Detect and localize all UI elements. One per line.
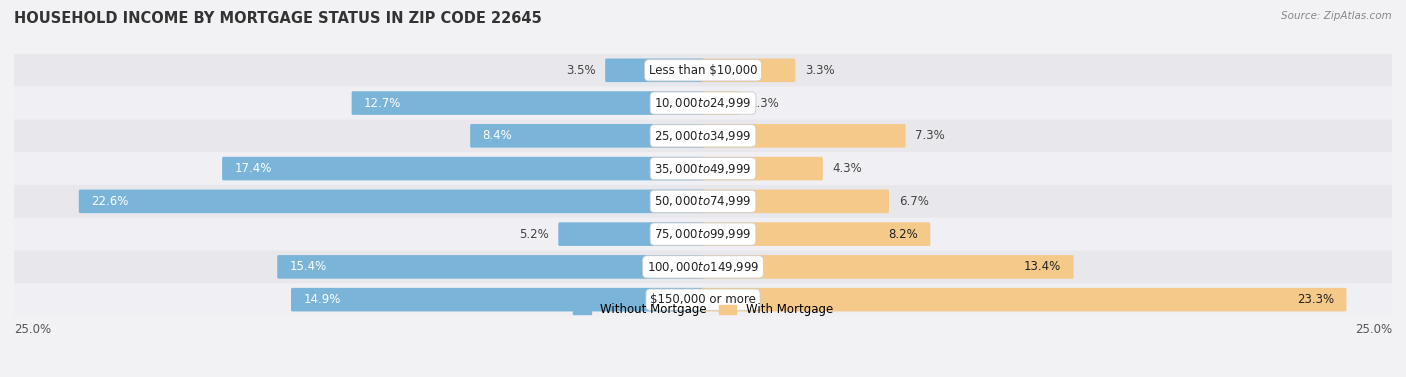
Text: HOUSEHOLD INCOME BY MORTGAGE STATUS IN ZIP CODE 22645: HOUSEHOLD INCOME BY MORTGAGE STATUS IN Z… [14,11,541,26]
FancyBboxPatch shape [702,255,1074,279]
Text: 13.4%: 13.4% [1024,261,1062,273]
FancyBboxPatch shape [222,157,704,180]
Text: $150,000 or more: $150,000 or more [650,293,756,306]
FancyBboxPatch shape [702,58,796,82]
FancyBboxPatch shape [702,190,889,213]
Text: 23.3%: 23.3% [1296,293,1334,306]
Text: 8.2%: 8.2% [889,228,918,241]
Text: 6.7%: 6.7% [898,195,928,208]
Text: 15.4%: 15.4% [290,261,326,273]
Text: $10,000 to $24,999: $10,000 to $24,999 [654,96,752,110]
Text: $25,000 to $34,999: $25,000 to $34,999 [654,129,752,143]
FancyBboxPatch shape [702,288,1347,311]
Text: $50,000 to $74,999: $50,000 to $74,999 [654,195,752,208]
FancyBboxPatch shape [291,288,704,311]
Text: Less than $10,000: Less than $10,000 [648,64,758,77]
Text: 25.0%: 25.0% [14,323,51,336]
Text: 5.2%: 5.2% [519,228,548,241]
FancyBboxPatch shape [14,54,1392,87]
Text: 7.3%: 7.3% [915,129,945,143]
Text: 1.3%: 1.3% [749,97,779,110]
Text: 22.6%: 22.6% [91,195,128,208]
FancyBboxPatch shape [14,250,1392,283]
Text: $75,000 to $99,999: $75,000 to $99,999 [654,227,752,241]
Text: 17.4%: 17.4% [235,162,271,175]
Text: 3.3%: 3.3% [806,64,835,77]
Text: $35,000 to $49,999: $35,000 to $49,999 [654,162,752,176]
Legend: Without Mortgage, With Mortgage: Without Mortgage, With Mortgage [568,299,838,321]
FancyBboxPatch shape [14,185,1392,218]
FancyBboxPatch shape [702,222,931,246]
Text: 8.4%: 8.4% [482,129,512,143]
Text: Source: ZipAtlas.com: Source: ZipAtlas.com [1281,11,1392,21]
FancyBboxPatch shape [14,283,1392,316]
FancyBboxPatch shape [14,218,1392,250]
FancyBboxPatch shape [14,120,1392,152]
Text: 4.3%: 4.3% [832,162,862,175]
FancyBboxPatch shape [352,91,704,115]
FancyBboxPatch shape [277,255,704,279]
Text: 12.7%: 12.7% [364,97,402,110]
FancyBboxPatch shape [79,190,704,213]
FancyBboxPatch shape [702,124,905,148]
Text: 14.9%: 14.9% [304,293,340,306]
Text: $100,000 to $149,999: $100,000 to $149,999 [647,260,759,274]
Text: 3.5%: 3.5% [565,64,596,77]
Text: 25.0%: 25.0% [1355,323,1392,336]
FancyBboxPatch shape [14,152,1392,185]
FancyBboxPatch shape [558,222,704,246]
FancyBboxPatch shape [702,157,823,180]
FancyBboxPatch shape [605,58,704,82]
FancyBboxPatch shape [470,124,704,148]
FancyBboxPatch shape [14,87,1392,120]
FancyBboxPatch shape [702,91,740,115]
